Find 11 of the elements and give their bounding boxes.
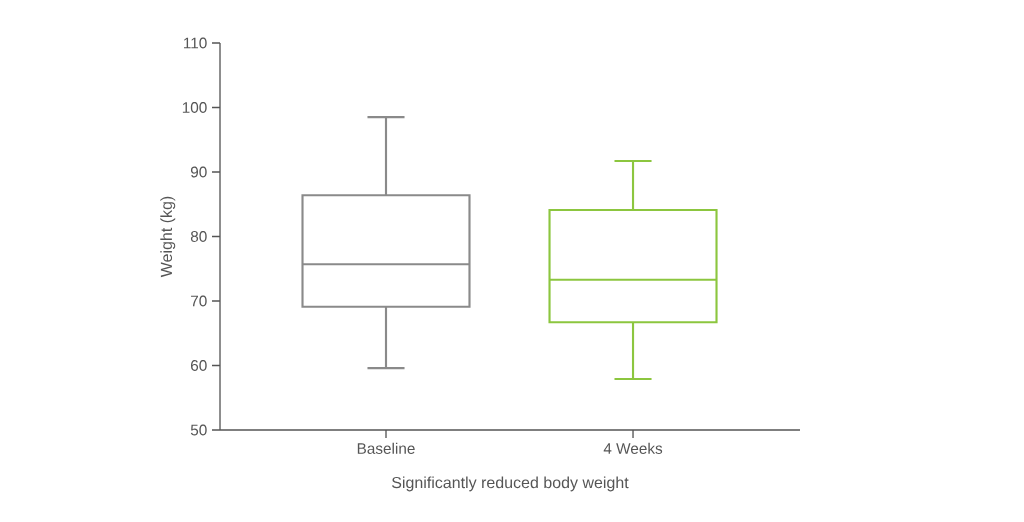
y-tick-label: 60 xyxy=(191,360,207,371)
y-tick-label: 100 xyxy=(182,102,207,113)
y-tick-label: 70 xyxy=(191,295,207,307)
y-tick-label: 50 xyxy=(190,424,207,436)
x-tick-label: 4 Weeks xyxy=(603,442,663,454)
y-tick-label: 110 xyxy=(184,37,207,49)
y-axis-title: Weight (kg) xyxy=(160,196,176,278)
y-tick-label: 80 xyxy=(190,231,207,242)
y-tick-label: 90 xyxy=(190,166,207,178)
x-axis-title: Significantly reduced body weight xyxy=(392,476,629,492)
x-tick-label: Baseline xyxy=(357,442,415,454)
